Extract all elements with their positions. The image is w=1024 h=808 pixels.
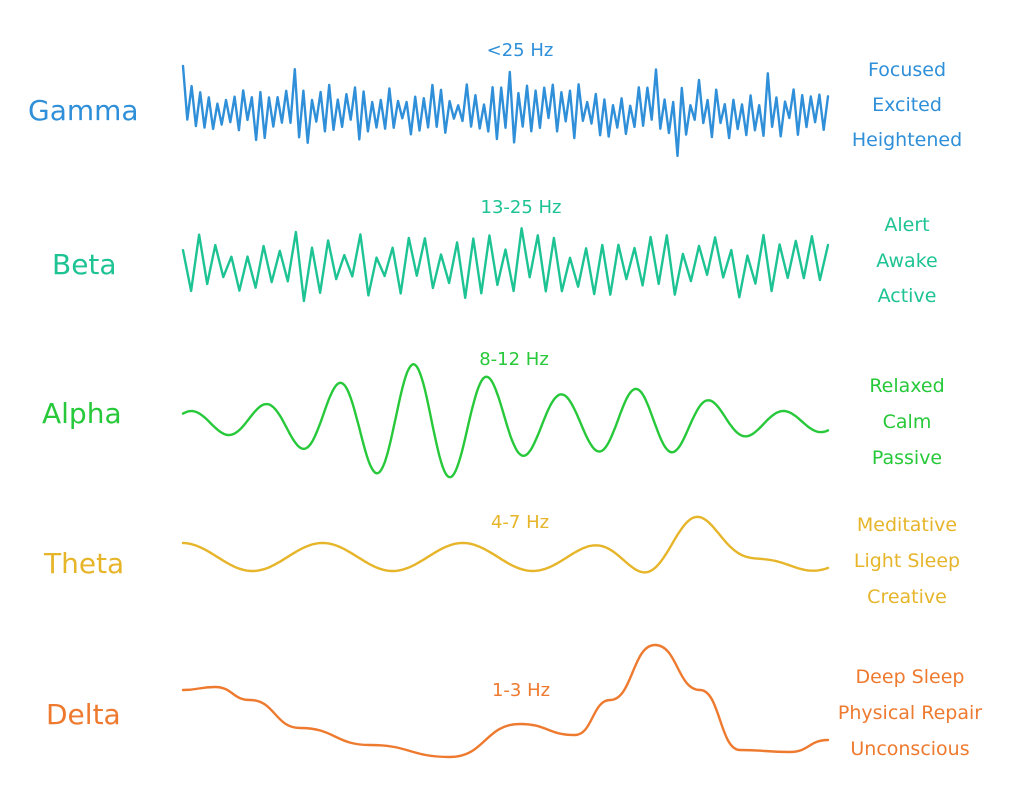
theta-waveform [181,515,830,574]
delta-waveform [181,643,830,759]
frequency-label-alpha: 8-12 Hz [479,349,549,370]
state-theta-2: Light Sleep [853,550,961,572]
gamma-waveform [181,64,830,158]
state-delta-1: Deep Sleep [855,666,965,688]
band-name-theta: Theta [44,547,125,580]
state-beta-2: Awake [876,250,938,272]
state-alpha-3: Passive [871,447,943,469]
state-theta-3: Creative [867,586,947,608]
state-delta-3: Unconscious [850,738,970,760]
frequency-label-gamma: <25 Hz [486,40,554,61]
beta-waveform [181,227,830,303]
state-gamma-3: Heightened [851,129,963,151]
alpha-waveform [181,363,830,479]
state-theta-1: Meditative [856,514,958,536]
state-delta-2: Physical Repair [837,702,983,724]
frequency-label-theta: 4-7 Hz [490,512,550,533]
state-gamma-1: Focused [867,59,947,81]
frequency-label-beta: 13-25 Hz [480,197,562,218]
band-name-alpha: Alpha [42,397,122,430]
state-beta-3: Active [877,285,937,307]
state-gamma-2: Excited [872,94,942,116]
band-name-beta: Beta [52,248,117,281]
state-beta-1: Alert [884,214,930,236]
frequency-label-delta: 1-3 Hz [491,680,551,701]
band-name-gamma: Gamma [28,94,139,127]
state-alpha-2: Calm [882,411,932,433]
state-alpha-1: Relaxed [869,375,945,397]
band-name-delta: Delta [46,698,121,731]
